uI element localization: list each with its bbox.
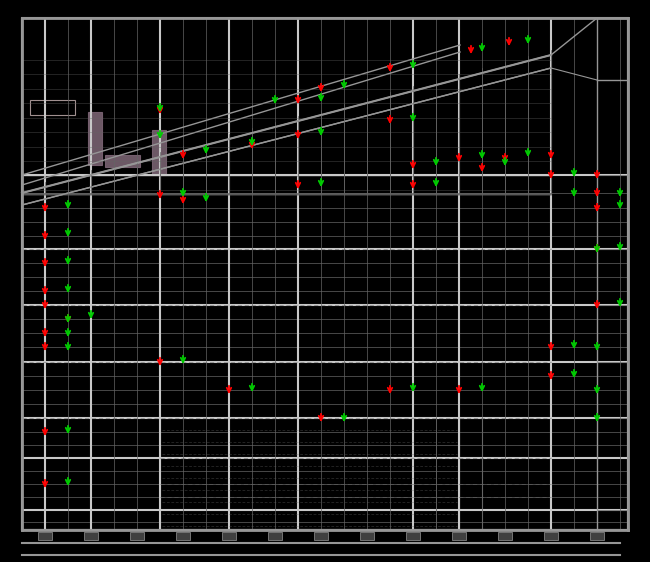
Bar — [268, 532, 282, 540]
Bar — [105, 155, 140, 167]
Bar — [360, 532, 374, 540]
Bar — [406, 532, 420, 540]
Bar — [222, 532, 236, 540]
Bar — [88, 112, 102, 165]
Bar — [176, 532, 190, 540]
Bar — [84, 532, 98, 540]
Bar — [544, 532, 558, 540]
Bar — [590, 532, 604, 540]
Bar — [152, 130, 166, 175]
Bar — [130, 532, 144, 540]
Bar — [459, 418, 482, 530]
Bar — [452, 532, 466, 540]
Bar — [38, 532, 52, 540]
Bar — [160, 418, 459, 530]
Bar — [498, 532, 512, 540]
Bar — [314, 532, 328, 540]
Bar — [30, 100, 75, 115]
